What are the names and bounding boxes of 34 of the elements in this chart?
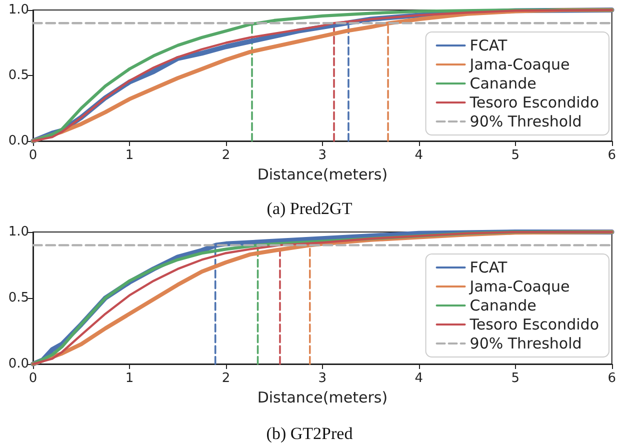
x-tick-label: 1	[125, 371, 134, 386]
legend-label: Tesoro Escondido	[468, 316, 600, 334]
y-tick-label: 1.0	[8, 224, 29, 240]
x-tick-label: 0	[28, 371, 38, 386]
y-tick-label: 1.0	[8, 2, 29, 18]
x-tick-label: 3	[318, 371, 327, 386]
legend-label: FCAT	[470, 36, 508, 54]
y-tick-label: 0.0	[8, 134, 29, 148]
x-tick-label: 5	[511, 371, 520, 386]
y-tick-label: 0.5	[8, 68, 29, 83]
legend-label: Canande	[470, 74, 536, 92]
x-tick-label: 2	[222, 371, 230, 386]
legend-label: 90% Threshold	[470, 334, 582, 352]
text: (a) Pred2GT	[266, 199, 353, 218]
x-tick-label: 3	[318, 148, 327, 163]
x-tick-label: 4	[414, 371, 424, 386]
x-tick-label: 6	[608, 148, 616, 163]
x-tick-label: 0	[28, 148, 38, 163]
x-axis-title: Distance(meters)	[257, 165, 388, 184]
y-tick-label: 0.5	[8, 290, 29, 306]
legend-label: Canande	[470, 296, 536, 314]
x-tick-label: 4	[414, 148, 424, 163]
legend-label: 90% Threshold	[470, 112, 582, 130]
x-axis-title: Distance(meters)	[257, 388, 388, 406]
legend-label: Tesoro Escondido	[468, 94, 600, 112]
text: (b) GT2Pred	[266, 424, 354, 443]
x-tick-label: 2	[222, 148, 230, 163]
legend-label: Jama-Coaque	[468, 278, 570, 296]
x-tick-label: 6	[608, 371, 616, 386]
legend-label: FCAT	[470, 258, 508, 276]
x-tick-label: 5	[511, 148, 520, 163]
legend-label: Jama-Coaque	[468, 56, 570, 74]
y-tick-label: 0.0	[8, 356, 29, 372]
x-tick-label: 1	[125, 148, 134, 163]
